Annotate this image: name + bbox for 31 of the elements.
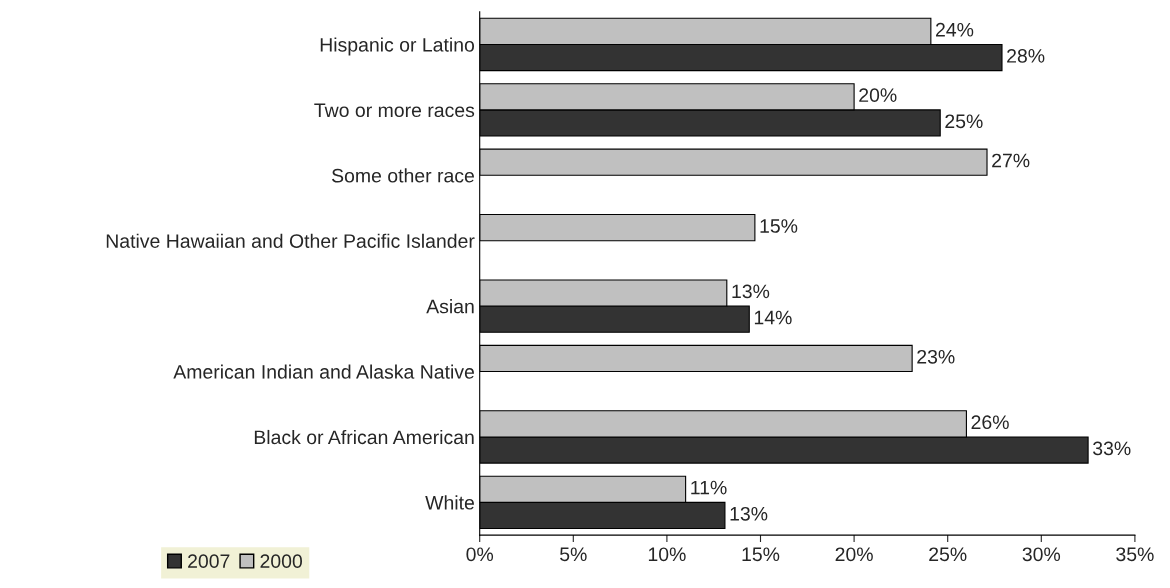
y-tick-label: White	[425, 495, 474, 510]
y-tick-label: Hispanic or Latino	[320, 37, 475, 56]
legend-label: 2007	[188, 554, 230, 569]
x-tick-label: 30%	[1022, 547, 1061, 562]
y-tick-label: Native Hawaiian and Other Pacific Islander	[106, 233, 475, 248]
x-tick-label: 20%	[835, 547, 873, 562]
data-label: 33%	[1093, 441, 1131, 456]
x-tick-label: 15%	[742, 547, 780, 562]
x-tick-label: 10%	[648, 547, 686, 562]
data-label: 26%	[971, 415, 1009, 430]
y-tick-label: American Indian and Alaska Native	[173, 364, 474, 379]
data-label: 15%	[760, 219, 798, 233]
data-label: 11%	[691, 480, 727, 495]
data-label: 24%	[936, 22, 974, 37]
x-tick-label: 35%	[1116, 547, 1154, 562]
data-label: 28%	[1007, 49, 1045, 63]
data-label: 25%	[945, 114, 983, 129]
data-label: 14%	[754, 310, 792, 325]
data-label: 13%	[730, 506, 768, 521]
y-tick-label: Asian	[426, 299, 474, 314]
data-label: 27%	[992, 153, 1030, 168]
data-label: 20%	[859, 88, 897, 103]
y-tick-label: Black or African American	[254, 429, 474, 445]
legend-label: 2000	[260, 554, 303, 569]
x-tick-label: 5%	[560, 547, 587, 562]
data-label: 13%	[732, 284, 770, 299]
y-tick-label: Two or more races	[314, 103, 475, 118]
data-label: 23%	[917, 349, 955, 364]
x-tick-label: 25%	[929, 547, 967, 562]
y-tick-label: Some other race	[331, 168, 474, 183]
x-tick-label: 0%	[466, 547, 494, 562]
